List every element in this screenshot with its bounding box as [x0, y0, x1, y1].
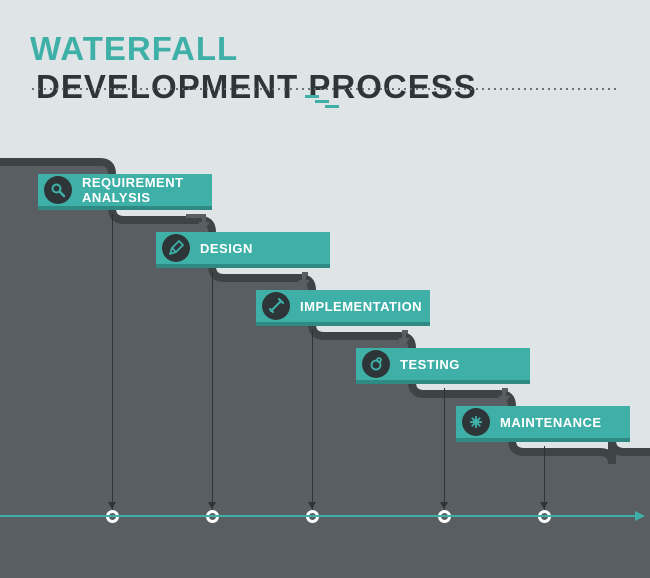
- stage-label: REQUIREMENT ANALYSIS: [82, 175, 212, 205]
- magnifier-icon: [44, 176, 72, 204]
- dropline-arrowhead: [208, 502, 216, 509]
- timeline-axis: [0, 515, 635, 517]
- tools-icon: [262, 292, 290, 320]
- stage-box: DESIGN: [156, 232, 330, 268]
- dropline-arrowhead: [440, 502, 448, 509]
- stage-box: REQUIREMENT ANALYSIS: [38, 174, 212, 210]
- stage-label: TESTING: [400, 357, 460, 372]
- title-word-1: WATERFALL: [30, 30, 238, 68]
- dropline-arrowhead: [308, 502, 316, 509]
- diagram-title: WATERFALL DEVELOPMENT PROCESS: [30, 30, 650, 106]
- dropline: [544, 446, 545, 510]
- dropline: [444, 388, 445, 510]
- stage-label: MAINTENANCE: [500, 415, 602, 430]
- timeline-arrowhead: [635, 511, 645, 521]
- dropline: [112, 214, 113, 510]
- dropline: [312, 330, 313, 510]
- stage-label: IMPLEMENTATION: [300, 299, 422, 314]
- stage-box: IMPLEMENTATION: [256, 290, 430, 326]
- gear-icon: [462, 408, 490, 436]
- stage-label: DESIGN: [200, 241, 253, 256]
- title-divider: [30, 88, 620, 90]
- stage-box: TESTING: [356, 348, 530, 384]
- stage-box: MAINTENANCE: [456, 406, 630, 442]
- pencil-icon: [162, 234, 190, 262]
- title-word-2: DEVELOPMENT PROCESS: [36, 68, 477, 106]
- waterfall-diagram: WATERFALL DEVELOPMENT PROCESS REQUIREMEN…: [0, 0, 650, 578]
- dropline-arrowhead: [540, 502, 548, 509]
- dropline-arrowhead: [108, 502, 116, 509]
- flask-icon: [362, 350, 390, 378]
- dropline: [212, 272, 213, 510]
